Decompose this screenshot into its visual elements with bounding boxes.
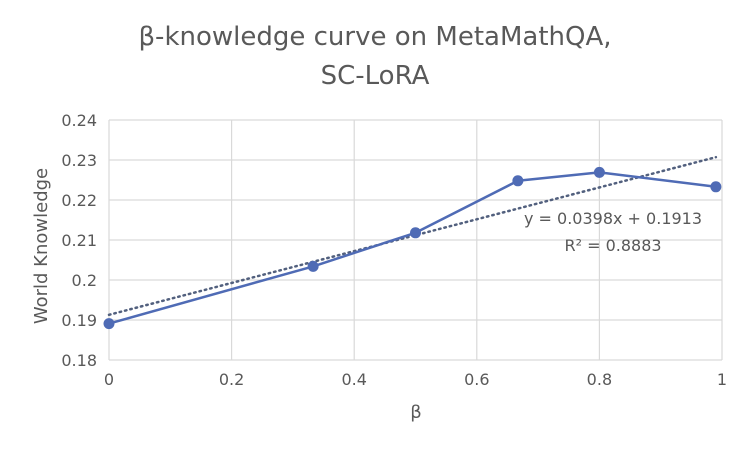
y-axis-tick-labels: 0.18 0.19 0.2 0.21 0.22 0.23 0.24 (61, 111, 97, 370)
x-tick-label: 0 (104, 370, 114, 389)
x-tick-label: 0.2 (219, 370, 244, 389)
x-axis-tick-labels: 0 0.2 0.4 0.6 0.8 1 (104, 370, 727, 389)
data-point (410, 227, 421, 239)
data-point (103, 318, 115, 330)
y-tick-label: 0.22 (61, 191, 97, 210)
chart-title-line-1: β-knowledge curve on MetaMathQA, (138, 22, 611, 52)
x-tick-label: 1 (717, 370, 727, 389)
x-tick-label: 0.8 (587, 370, 612, 389)
y-tick-label: 0.19 (61, 311, 97, 330)
y-axis-label: World Knowledge (31, 168, 52, 324)
y-tick-label: 0.2 (72, 271, 97, 290)
data-point (512, 175, 524, 187)
y-tick-label: 0.18 (61, 351, 97, 370)
data-point (307, 260, 319, 272)
y-tick-label: 0.24 (61, 111, 97, 130)
trendline-r-squared: R² = 0.8883 (564, 236, 661, 255)
data-point (710, 181, 722, 193)
gridlines (108, 119, 723, 361)
y-tick-label: 0.21 (61, 231, 97, 250)
data-point (593, 166, 605, 178)
x-axis-label: β (410, 402, 422, 423)
trendline-equation: y = 0.0398x + 0.1913 (524, 209, 702, 228)
series-line (108, 171, 717, 325)
y-tick-label: 0.23 (61, 151, 97, 170)
chart-title-line-2: SC-LoRA (321, 61, 430, 91)
x-tick-label: 0.6 (464, 370, 489, 389)
x-tick-label: 0.4 (341, 370, 366, 389)
series-layer (103, 166, 722, 330)
